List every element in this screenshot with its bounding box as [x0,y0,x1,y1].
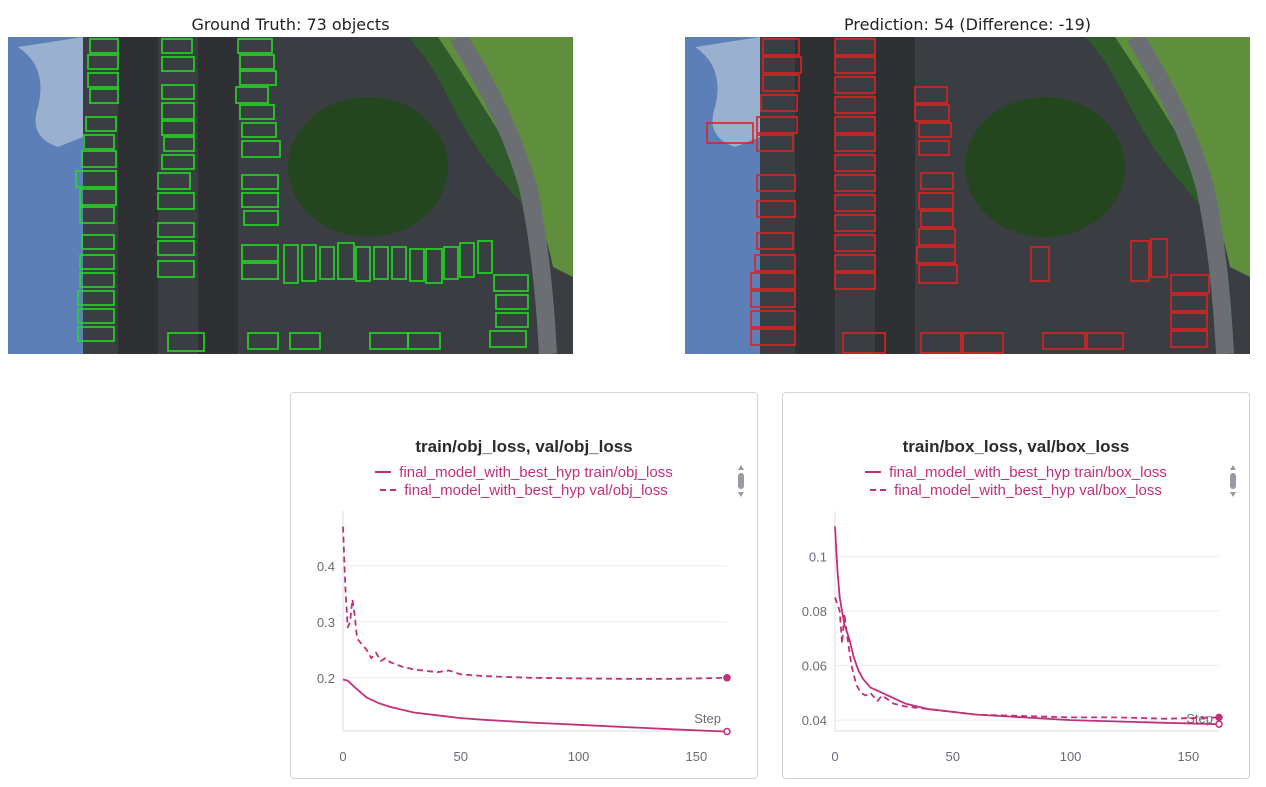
obj-loss-panel: train/obj_loss, val/obj_loss final_model… [290,392,758,779]
prediction-boxes [706,38,1210,354]
prediction-title: Prediction: 54 (Difference: -19) [844,15,1091,34]
chart-legend: final_model_with_best_hyp train/box_loss… [783,463,1249,499]
series-end-marker [723,727,731,736]
x-tick-label: 150 [686,749,708,764]
legend-entry-val[interactable]: final_model_with_best_hyp val/obj_loss [291,481,757,499]
x-tick-label: 100 [568,749,590,764]
x-axis-label: Step [694,711,721,726]
obj-loss-plot[interactable]: 0.2 0.3 0.4 0 50 100 150 Step [291,393,757,778]
series-end-marker [1215,720,1223,728]
legend-label: final_model_with_best_hyp val/obj_loss [404,481,668,499]
ground-truth-image-svg [8,37,573,354]
x-tick-label: 100 [1060,749,1082,764]
y-tick-label: 0.2 [317,671,335,686]
x-tick-label: 0 [831,749,838,764]
x-axis-label: Step [1186,711,1213,726]
legend-label: final_model_with_best_hyp val/box_loss [894,481,1162,499]
legend-scroll-icon[interactable] [1229,465,1237,497]
legend-entry-train[interactable]: final_model_with_best_hyp train/obj_loss [291,463,757,481]
y-tick-label: 0.06 [802,659,827,674]
chart-title: train/box_loss, val/box_loss [902,437,1130,456]
legend-scroll-icon[interactable] [737,465,745,497]
y-tick-label: 0.3 [317,615,335,630]
legend-label: final_model_with_best_hyp train/box_loss [889,463,1167,481]
legend-swatch-dashed [870,489,887,491]
series-line-val [342,526,728,680]
series-line-val [834,597,1220,720]
series-end-marker [1215,713,1223,722]
ground-truth-title: Ground Truth: 73 objects [191,15,390,34]
x-tick-label: 50 [946,749,960,764]
legend-entry-train[interactable]: final_model_with_best_hyp train/box_loss [783,463,1249,481]
y-tick-label: 0.4 [317,559,335,574]
ground-truth-image [8,37,573,354]
y-tick-label: 0.1 [809,549,827,564]
chart-title: train/obj_loss, val/obj_loss [415,437,633,456]
legend-label: final_model_with_best_hyp train/obj_loss [399,463,673,481]
chart-legend: final_model_with_best_hyp train/obj_loss… [291,463,757,499]
legend-swatch-dashed [380,489,397,491]
box-loss-plot[interactable]: 0.04 0.06 0.08 0.1 0 50 100 150 Step [783,393,1249,778]
y-tick-label: 0.08 [802,604,827,619]
gt-boxes [75,38,529,352]
legend-swatch-solid [375,471,392,473]
prediction-image [685,37,1250,354]
series-line-train [342,678,728,733]
series-end-marker [723,674,731,682]
x-tick-label: 150 [1178,749,1200,764]
y-tick-label: 0.04 [802,713,827,728]
prediction-image-svg [685,37,1250,354]
box-loss-panel: train/box_loss, val/box_loss final_model… [782,392,1250,779]
legend-swatch-solid [865,471,882,473]
legend-entry-val[interactable]: final_model_with_best_hyp val/box_loss [783,481,1249,499]
x-tick-label: 50 [454,749,468,764]
x-tick-label: 0 [339,749,346,764]
